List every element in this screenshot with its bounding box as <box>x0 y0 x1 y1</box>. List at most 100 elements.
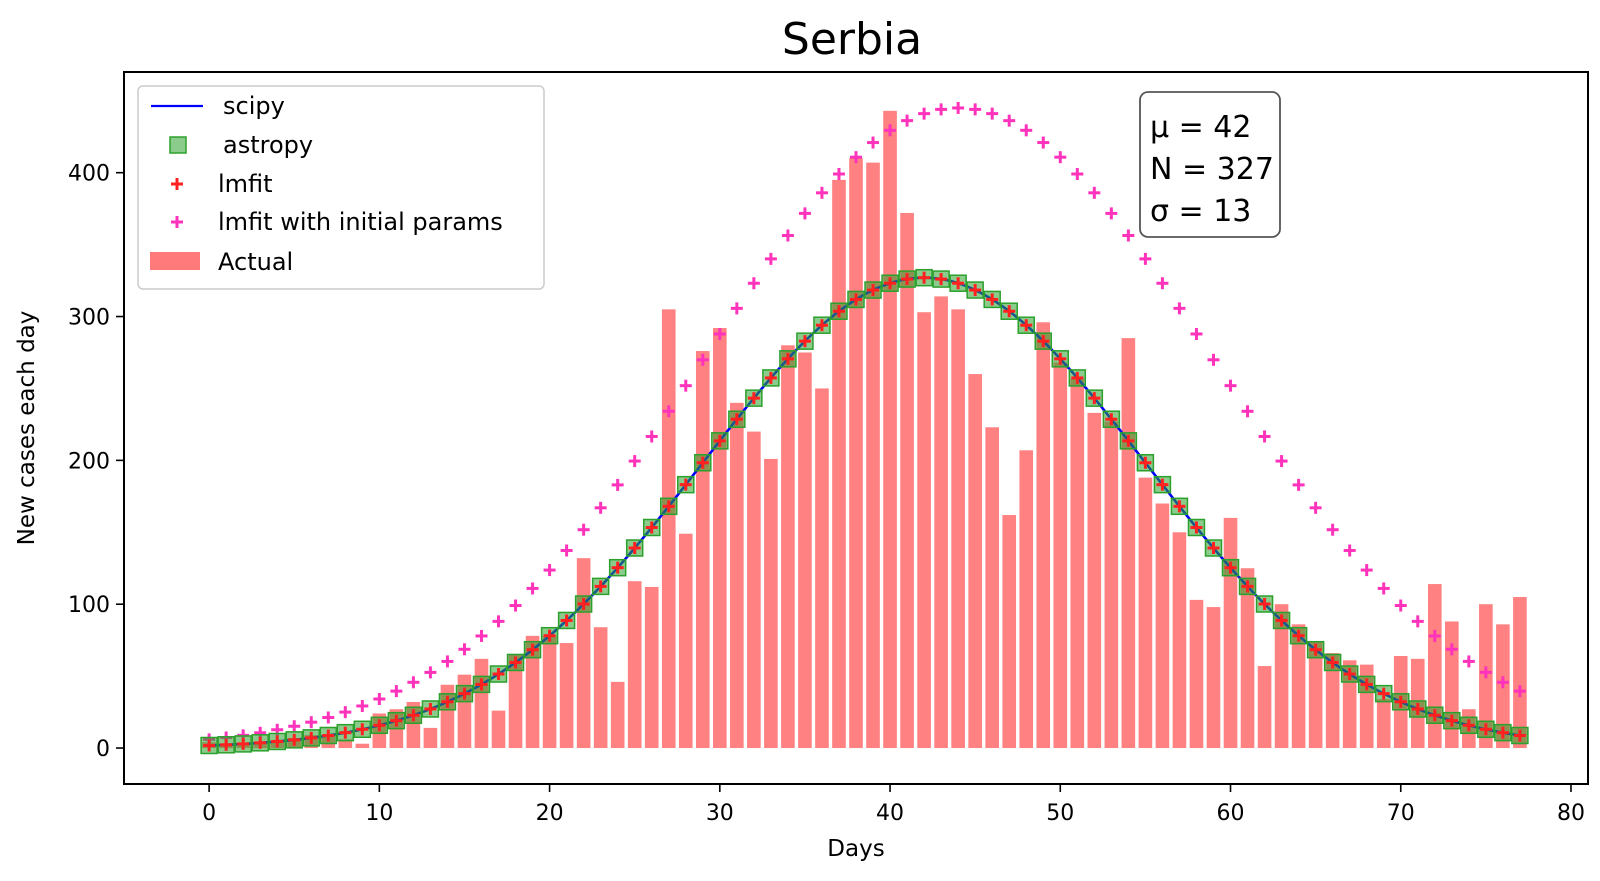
bar-day-62 <box>1257 666 1272 749</box>
bar-day-33 <box>764 458 778 749</box>
lmfit-point-33 <box>764 371 777 384</box>
lmfit-point-15 <box>458 687 471 700</box>
param-sigma: σ = 13 <box>1150 194 1251 229</box>
bar-day-30 <box>713 328 727 749</box>
bar-day-45 <box>968 374 982 749</box>
lmfit-initial-point-15 <box>458 643 471 656</box>
lmfit-point-73 <box>1445 714 1458 727</box>
lmfit-initial-point-51 <box>1071 167 1084 180</box>
lmfit-point-20 <box>543 629 556 642</box>
lmfit-point-44 <box>952 277 965 290</box>
bar-day-8 <box>338 739 353 749</box>
lmfit-initial-point-49 <box>1037 136 1050 149</box>
lmfit-initial-point-74 <box>1462 655 1475 668</box>
lmfit-point-64 <box>1292 629 1305 642</box>
lmfit-point-76 <box>1496 726 1509 739</box>
lmfit-initial-point-19 <box>526 582 539 595</box>
lmfit-initial-point-9 <box>356 699 369 712</box>
plot-frame <box>123 71 1589 785</box>
lmfit-point-8 <box>339 726 352 739</box>
lmfit-initial-point-53 <box>1105 207 1118 220</box>
bar-day-50 <box>1053 362 1068 749</box>
bar-day-18 <box>508 654 523 749</box>
lmfit-point-50 <box>1054 352 1067 365</box>
lmfit-point-54 <box>1122 434 1135 447</box>
lmfit-point-69 <box>1377 687 1390 700</box>
bar-day-32 <box>747 431 761 749</box>
bar-day-65 <box>1308 641 1323 749</box>
legend-lmfit-label: lmfit <box>218 170 273 198</box>
lmfit-initial-point-29 <box>696 353 709 366</box>
bar-day-64 <box>1291 624 1306 749</box>
param-n: N = 327 <box>1150 152 1274 187</box>
bar-day-17 <box>491 710 506 749</box>
lmfit-initial-point-38 <box>850 151 862 164</box>
fit-curves-layer <box>209 276 1521 747</box>
lmfit-initial-point-65 <box>1309 501 1322 514</box>
lmfit-point-66 <box>1326 656 1339 669</box>
lmfit-initial-point-75 <box>1479 666 1492 679</box>
bar-day-13 <box>423 727 438 749</box>
bar-day-55 <box>1138 477 1153 749</box>
lmfit-point-5 <box>288 733 301 746</box>
bar-day-39 <box>866 162 880 749</box>
lmfit-point-60 <box>1224 561 1237 574</box>
lmfit-initial-point-42 <box>918 107 931 120</box>
lmfit-point-41 <box>901 273 914 286</box>
bar-day-52 <box>1087 412 1102 749</box>
lmfit-initial-point-37 <box>832 167 845 180</box>
lmfit-initial-point-44 <box>952 101 965 114</box>
lmfit-point-55 <box>1139 456 1152 469</box>
legend: scipy astropy lmfit lmfit with initial p… <box>137 85 545 290</box>
lmfit-initial-point-61 <box>1241 405 1254 418</box>
lmfit-point-9 <box>356 723 369 736</box>
lmfit-point-21 <box>560 614 573 627</box>
bar-day-42 <box>917 312 931 749</box>
lmfit-initial-point-48 <box>1020 124 1033 137</box>
x-tick-label-70: 70 <box>1387 801 1415 826</box>
lmfit-initial-point-12 <box>407 676 420 689</box>
lmfit-point-56 <box>1156 478 1169 491</box>
bar-day-40 <box>883 110 897 749</box>
lmfit-point-12 <box>407 709 420 722</box>
bar-day-41 <box>900 212 914 749</box>
x-tick-label-0: 0 <box>202 801 216 826</box>
y-axis-ticks: 0 100 200 300 400 <box>68 162 124 762</box>
lmfit-point-10 <box>373 719 386 732</box>
lmfit-initial-point-76 <box>1496 676 1509 689</box>
lmfit-initial-point-26 <box>645 430 658 443</box>
lmfit-point-48 <box>1020 319 1033 332</box>
lmfit-point-75 <box>1479 723 1492 736</box>
lmfit-point-6 <box>305 731 318 744</box>
lmfit-point-70 <box>1394 695 1407 708</box>
bar-day-27 <box>661 309 676 749</box>
lmfit-initial-point-31 <box>730 302 743 315</box>
bar-day-46 <box>985 427 999 749</box>
lmfit-initial-point-69 <box>1377 582 1390 595</box>
x-axis-label: Days <box>827 836 884 862</box>
bars-layer <box>202 110 1527 749</box>
x-tick-label-60: 60 <box>1217 801 1245 826</box>
lmfit-point-67 <box>1343 668 1356 681</box>
x-tick-label-40: 40 <box>876 801 904 826</box>
lmfit-initial-point-13 <box>424 666 437 679</box>
lmfit-point-17 <box>492 668 505 681</box>
x-tick-label-10: 10 <box>365 801 393 826</box>
lmfit-point-22 <box>577 598 590 611</box>
lmfit-initial-point-11 <box>390 685 403 698</box>
lmfit-point-49 <box>1037 335 1050 348</box>
bar-day-25 <box>627 581 642 749</box>
lmfit-initial-point-57 <box>1173 302 1186 315</box>
lmfit-point-39 <box>867 284 880 297</box>
bar-day-48 <box>1019 450 1034 749</box>
scipy-fit-line <box>209 276 1521 747</box>
x-tick-label-30: 30 <box>706 801 734 826</box>
bar-day-19 <box>525 635 540 749</box>
legend-box <box>137 85 545 290</box>
bar-day-16 <box>474 658 489 749</box>
lmfit-point-19 <box>526 643 539 656</box>
lmfit-point-26 <box>645 521 658 534</box>
lmfit-initial-point-10 <box>373 692 386 705</box>
legend-actual-swatch <box>150 252 200 270</box>
lmfit-initial-point-58 <box>1190 327 1203 340</box>
